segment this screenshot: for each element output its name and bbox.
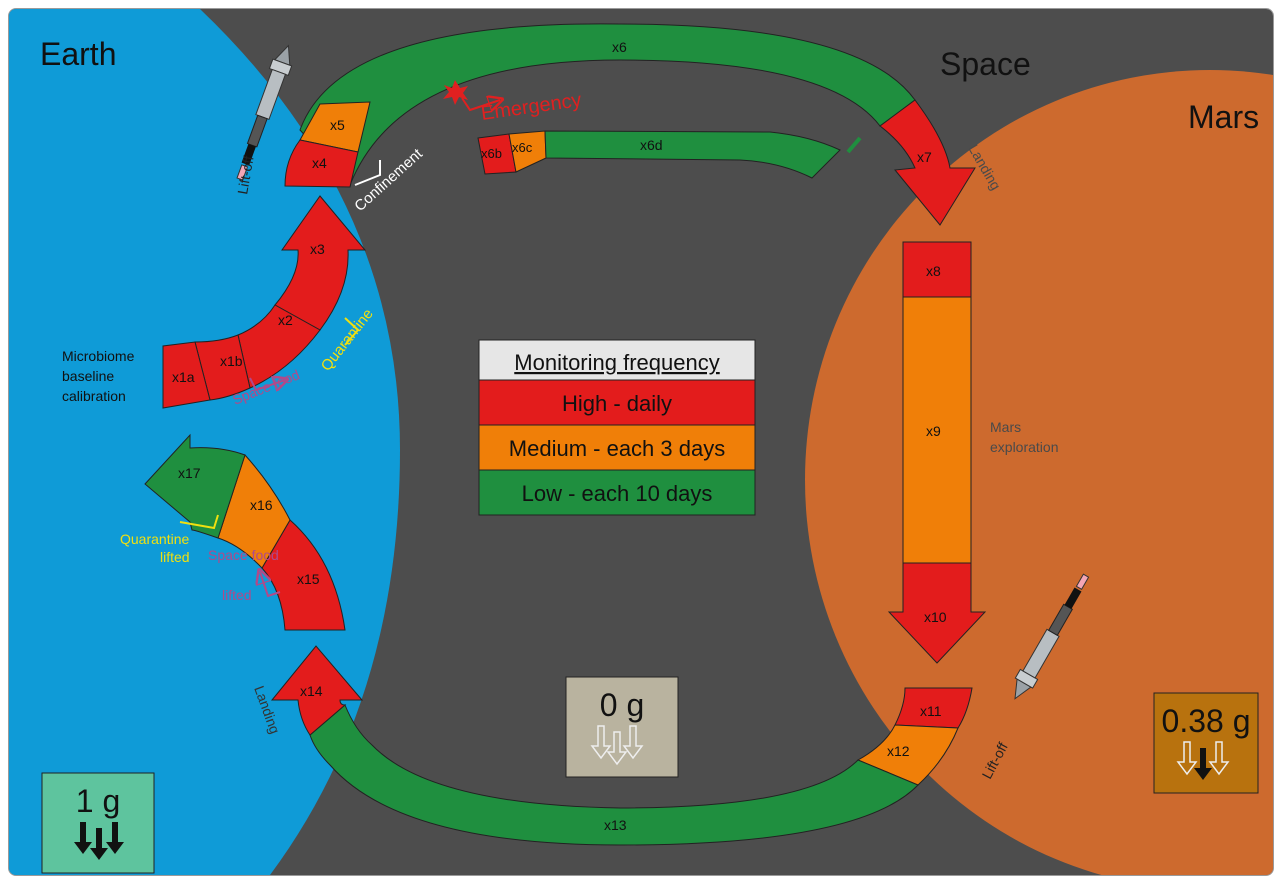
segment-x11-label: x11	[920, 703, 942, 719]
legend-title: Monitoring frequency	[514, 350, 719, 375]
segment-x4	[284, 139, 359, 188]
legend-title-box	[478, 339, 756, 381]
rocket-mars-icon	[1014, 573, 1090, 700]
legend-high-label: High - daily	[562, 391, 672, 416]
mars-label: Mars	[1188, 99, 1259, 135]
mission-diagram: Earth Space Mars x6 x5 x4 x7 x6b x6c x6d…	[9, 9, 1273, 875]
segment-x9	[902, 296, 972, 564]
segment-x8	[902, 241, 972, 298]
segment-x13-label: x13	[604, 817, 627, 833]
microbiome-label: Microbiome baseline calibration	[62, 348, 138, 404]
segment-x6d	[544, 130, 841, 179]
segment-x1a	[162, 341, 211, 409]
gravity-earth-box: 1 g	[41, 772, 155, 874]
segment-x17-label: x17	[178, 465, 201, 481]
segment-x15	[261, 519, 346, 631]
segment-x7-label: x7	[917, 149, 932, 165]
space-food-lifted-label: Space food lifted	[208, 547, 283, 603]
segment-x10-label: x10	[924, 609, 947, 625]
gravity-space-arrows-icon	[590, 725, 644, 766]
legend-medium-swatch	[478, 424, 756, 471]
segment-x3-label: x3	[310, 241, 325, 257]
quarantine-bracket	[344, 317, 360, 346]
segment-x6c-label: x6c	[512, 140, 533, 155]
segment-x10	[887, 562, 987, 664]
segment-x9-label: x9	[926, 423, 941, 439]
quarantine-lifted-label: Quarantine lifted	[120, 531, 193, 565]
segment-x16-label: x16	[250, 497, 273, 513]
legend-low-label: Low - each 10 days	[522, 481, 713, 506]
segment-x6-label: x6	[612, 39, 627, 55]
segment-x1b-label: x1b	[220, 353, 243, 369]
space-food-lifted-arrow	[260, 572, 281, 598]
diagram-frame: Earth Space Mars x6 x5 x4 x7 x6b x6c x6d…	[8, 8, 1274, 876]
segment-x14-label: x14	[300, 683, 323, 699]
segment-x8-label: x8	[926, 263, 941, 279]
gravity-earth-arrows-icon	[74, 822, 124, 860]
segment-x1a-label: x1a	[172, 369, 195, 385]
segment-x17	[144, 433, 246, 539]
segment-x7	[879, 99, 976, 226]
gravity-mars-value: 0.38 g	[1162, 703, 1251, 739]
space-label: Space	[940, 46, 1031, 82]
gravity-mars-box: 0.38 g	[1153, 692, 1259, 794]
legend-low-swatch	[478, 469, 756, 516]
segment-x12-label: x12	[887, 743, 910, 759]
mars-exploration-label: Mars exploration	[990, 419, 1059, 455]
segment-x6b-label: x6b	[481, 146, 502, 161]
gravity-space-box: 0 g	[565, 676, 679, 778]
confinement-bracket	[354, 160, 381, 186]
legend: Monitoring frequency High - daily Medium…	[478, 339, 756, 516]
emergency-arrow	[461, 98, 500, 110]
segment-x15-label: x15	[297, 571, 320, 587]
emergency-icon	[443, 80, 468, 105]
quarantine-lifted-bracket	[179, 514, 219, 530]
segment-x4-label: x4	[312, 155, 327, 171]
liftoff-earth-label: Lift-off	[234, 155, 256, 196]
rocket-earth-icon	[236, 44, 293, 181]
gravity-space-value: 0 g	[600, 687, 644, 723]
space-food-arrow	[249, 378, 285, 390]
segment-x2-label: x2	[278, 312, 293, 328]
segment-x5-label: x5	[330, 117, 345, 133]
segment-x6d-label: x6d	[640, 137, 663, 153]
gravity-mars-arrows-icon	[1176, 741, 1230, 780]
segment-x14	[270, 645, 364, 736]
segment-x13	[309, 704, 919, 846]
legend-high-swatch	[478, 379, 756, 426]
gravity-earth-value: 1 g	[76, 783, 120, 819]
emergency-return-arrow	[846, 136, 862, 154]
earth-label: Earth	[40, 36, 116, 72]
legend-medium-label: Medium - each 3 days	[509, 436, 725, 461]
